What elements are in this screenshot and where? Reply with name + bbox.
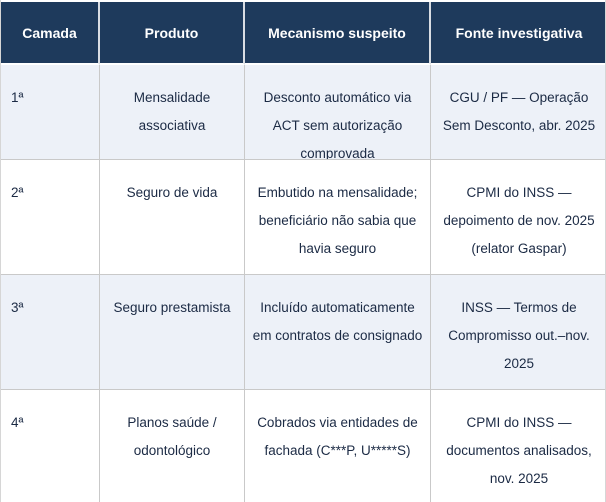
row3-cell-camada: 3ª (1, 275, 100, 390)
row2-cell-fonte: CPMI do INSS — depoimento de nov. 2025 (… (431, 160, 605, 275)
header-cell-mecanismo: Mecanismo suspeito (245, 2, 431, 65)
row1-cell-produto: Mensalidade associativa (100, 65, 245, 160)
row3-cell-produto: Seguro prestamista (100, 275, 245, 390)
row4-cell-produto: Planos saúde / odontológico (100, 390, 245, 502)
row1-cell-camada: 1ª (1, 65, 100, 160)
row4-cell-mecanismo: Cobrados via entidades de fachada (C***P… (245, 390, 431, 502)
row4-cell-fonte: CPMI do INSS — documentos analisados, no… (431, 390, 605, 502)
row1-cell-fonte: CGU / PF — Operação Sem Desconto, abr. 2… (431, 65, 605, 160)
row1-cell-mecanismo: Desconto automático via ACT sem autoriza… (245, 65, 431, 160)
row2-cell-mecanismo: Embutido na mensalidade; beneficiário nã… (245, 160, 431, 275)
row3-cell-fonte: INSS — Termos de Compromisso out.–nov. 2… (431, 275, 605, 390)
header-cell-produto: Produto (100, 2, 245, 65)
header-cell-fonte: Fonte investigativa (431, 2, 605, 65)
row2-cell-camada: 2ª (1, 160, 100, 275)
header-cell-camada: Camada (1, 2, 100, 65)
row3-cell-mecanismo: Incluído automaticamente em contratos de… (245, 275, 431, 390)
row4-cell-camada: 4ª (1, 390, 100, 502)
row2-cell-produto: Seguro de vida (100, 160, 245, 275)
